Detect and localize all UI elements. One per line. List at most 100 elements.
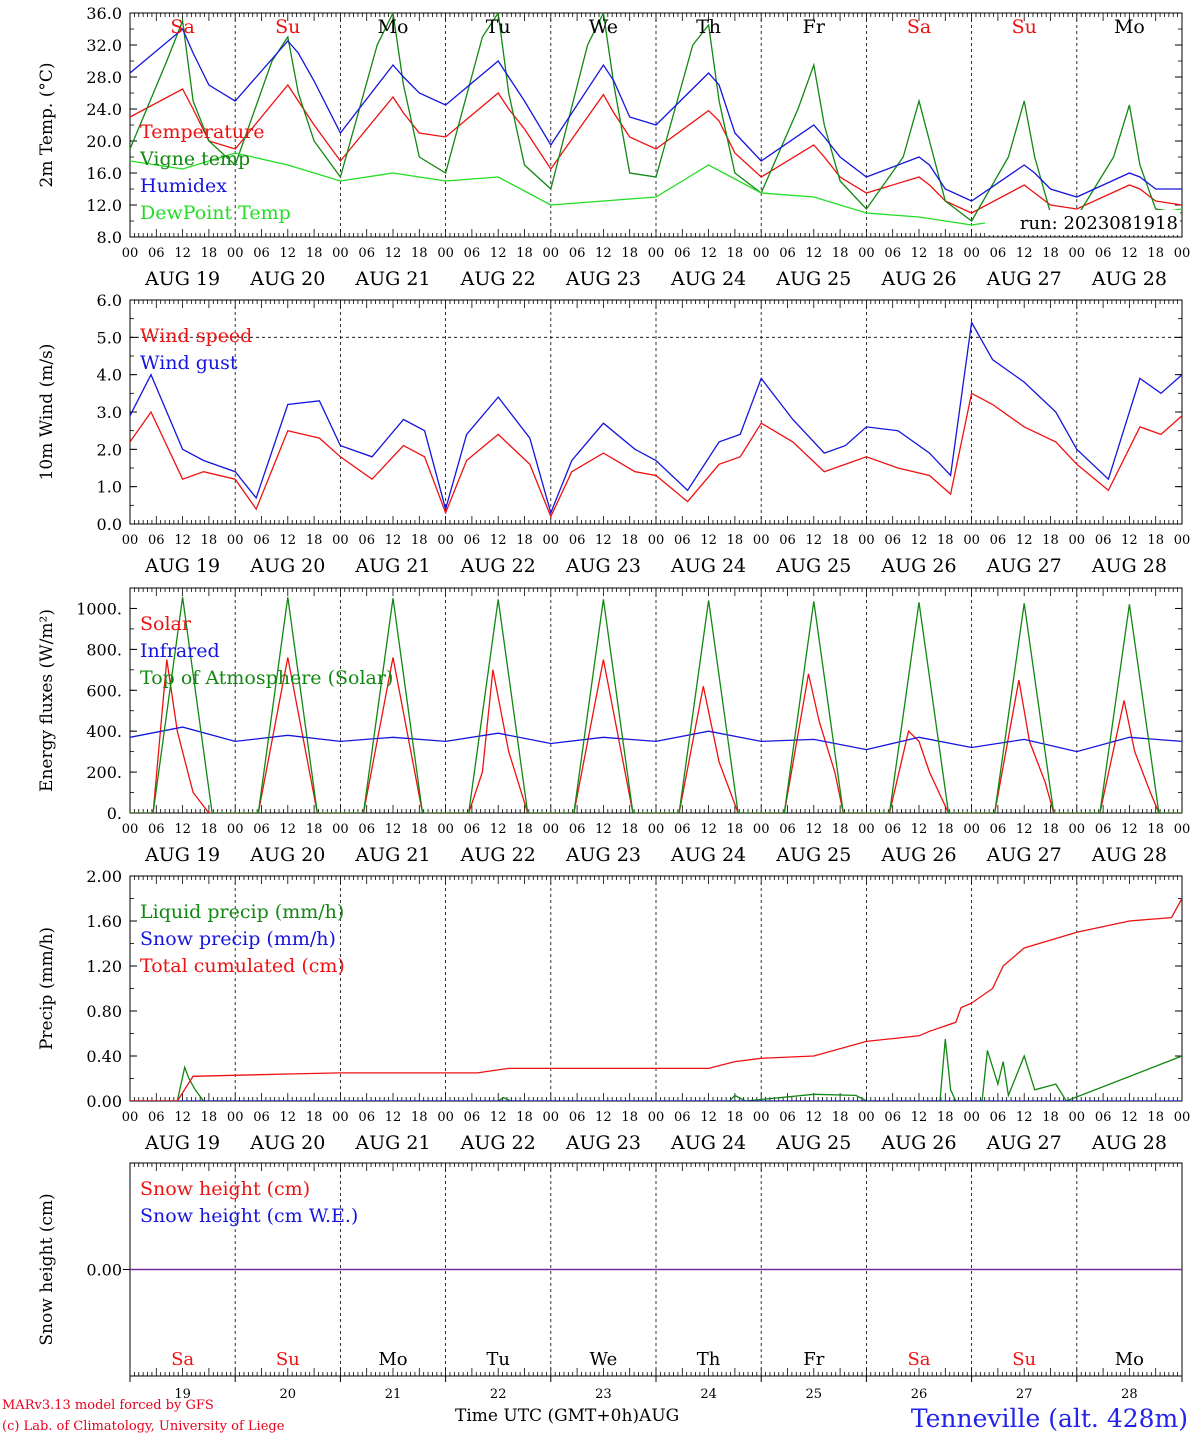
hour-tick-label: 18 — [832, 1110, 849, 1125]
station-label: Tenneville (alt. 428m) — [910, 1404, 1188, 1433]
day-number-label: 27 — [1016, 1387, 1033, 1402]
y-tick-label: 8.0 — [97, 228, 122, 247]
weekday-label-top: Sa — [907, 16, 931, 38]
hour-tick-label: 12 — [490, 822, 507, 837]
series-line-infrared — [130, 726, 1182, 753]
hour-tick-label: 06 — [253, 246, 270, 261]
hour-tick-label: 00 — [543, 822, 560, 837]
day-number-label: 28 — [1121, 1387, 1138, 1402]
hour-tick-label: 18 — [1042, 822, 1059, 837]
hour-tick-label: 06 — [1095, 246, 1112, 261]
date-label: AUG 19 — [144, 268, 220, 290]
hour-tick-label: 18 — [621, 822, 638, 837]
hour-tick-label: 00 — [648, 533, 665, 548]
series-line-liquid-precip-mm-h — [130, 1039, 1182, 1101]
legend-entry: Total cumulated (cm) — [140, 955, 345, 977]
date-label: AUG 21 — [354, 1132, 430, 1154]
y-tick-label: 2.00 — [86, 867, 122, 886]
hour-tick-label: 12 — [174, 533, 191, 548]
series-line-vigne-temp — [130, 13, 1182, 222]
hour-tick-label: 18 — [1147, 1110, 1164, 1125]
hour-tick-label: 12 — [806, 1110, 823, 1125]
hour-tick-label: 06 — [674, 822, 691, 837]
weekday-label-top: Tu — [486, 16, 511, 38]
y-axis-label: 2m Temp. (°C) — [37, 62, 57, 187]
hour-tick-label: 00 — [122, 1110, 139, 1125]
hour-tick-label: 06 — [464, 822, 481, 837]
hour-tick-label: 06 — [569, 533, 586, 548]
hour-tick-label: 06 — [569, 822, 586, 837]
hour-tick-label: 00 — [1069, 1110, 1086, 1125]
y-tick-label: 0.00 — [86, 1092, 122, 1111]
hour-tick-label: 06 — [358, 822, 375, 837]
hour-tick-label: 00 — [437, 1110, 454, 1125]
hour-tick-label: 12 — [595, 822, 612, 837]
weekday-label-top: Fr — [803, 16, 826, 38]
hour-tick-label: 00 — [1174, 246, 1191, 261]
series-line-humidex — [130, 27, 1182, 202]
hour-tick-label: 18 — [201, 1110, 218, 1125]
hour-tick-label: 12 — [1016, 822, 1033, 837]
hour-tick-label: 06 — [884, 822, 901, 837]
panel-3: 0. 200. 400. 600. 800. 1000. Energy fluxes (W/… — [37, 587, 1190, 866]
date-label: AUG 25 — [775, 1132, 851, 1154]
hour-tick-label: 18 — [516, 246, 533, 261]
y-tick-label: 0.80 — [86, 1002, 122, 1021]
hour-tick-label: 00 — [122, 533, 139, 548]
hour-tick-label: 12 — [385, 533, 402, 548]
hour-tick-label: 00 — [648, 1110, 665, 1125]
date-label: AUG 27 — [986, 268, 1062, 290]
y-tick-label: 3.0 — [97, 403, 122, 422]
weekday-label-bottom: Su — [1012, 1349, 1036, 1370]
y-tick-label: 12.0 — [86, 196, 122, 215]
y-axis-label: 10m Wind (m/s) — [37, 344, 57, 481]
hour-tick-label: 12 — [806, 822, 823, 837]
hour-tick-label: 00 — [963, 1110, 980, 1125]
y-tick-label: 400. — [86, 722, 122, 741]
y-tick-label: 0.40 — [86, 1047, 122, 1066]
hour-tick-label: 00 — [437, 533, 454, 548]
hour-tick-label: 12 — [280, 822, 297, 837]
date-label: AUG 23 — [565, 844, 641, 866]
credit-line-2: (c) Lab. of Climatology, University of L… — [2, 1419, 285, 1434]
hour-tick-label: 00 — [858, 533, 875, 548]
hour-tick-label: 12 — [700, 1110, 717, 1125]
date-label: AUG 21 — [354, 555, 430, 577]
hour-tick-label: 06 — [253, 1110, 270, 1125]
y-tick-label: 0.00 — [86, 1261, 122, 1280]
weekday-label-bottom: Mo — [1115, 1349, 1144, 1370]
day-number-label: 21 — [385, 1387, 402, 1402]
hour-tick-label: 00 — [648, 822, 665, 837]
panel-4: 0.00 0.40 0.80 1.20 1.60 2.00 Precip (mm/h) Liq… — [37, 867, 1190, 1154]
hour-tick-label: 18 — [1042, 533, 1059, 548]
date-label: AUG 24 — [670, 844, 746, 866]
hour-tick-label: 12 — [806, 533, 823, 548]
y-tick-label: 6.0 — [97, 291, 122, 310]
hour-tick-label: 18 — [832, 822, 849, 837]
y-tick-label: 16.0 — [86, 164, 122, 183]
hour-tick-label: 06 — [884, 533, 901, 548]
date-label: AUG 23 — [565, 555, 641, 577]
hour-tick-label: 18 — [201, 246, 218, 261]
hour-tick-label: 06 — [148, 822, 165, 837]
hour-tick-label: 12 — [1016, 533, 1033, 548]
day-number-label: 23 — [595, 1387, 612, 1402]
hour-tick-label: 18 — [201, 533, 218, 548]
weekday-label-bottom: Tu — [486, 1349, 510, 1370]
hour-tick-label: 12 — [280, 246, 297, 261]
date-label: AUG 26 — [880, 844, 956, 866]
hour-tick-label: 18 — [306, 1110, 323, 1125]
date-label: AUG 26 — [880, 1132, 956, 1154]
hour-tick-label: 06 — [884, 246, 901, 261]
weekday-label-top: Su — [1012, 16, 1037, 38]
legend-entry: Wind gust — [140, 352, 238, 374]
weekday-label-bottom: Sa — [907, 1349, 930, 1370]
y-tick-label: 200. — [86, 763, 122, 782]
y-tick-label: 800. — [86, 640, 122, 659]
day-number-label: 25 — [806, 1387, 823, 1402]
hour-tick-label: 00 — [753, 822, 770, 837]
hour-tick-label: 12 — [174, 1110, 191, 1125]
hour-tick-label: 18 — [832, 246, 849, 261]
date-label: AUG 22 — [460, 268, 536, 290]
hour-tick-label: 00 — [648, 246, 665, 261]
